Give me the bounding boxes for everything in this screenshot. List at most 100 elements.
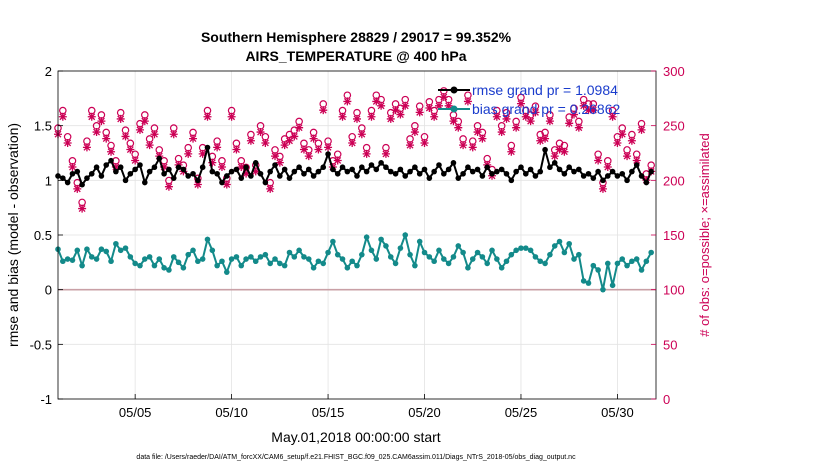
rmse-point [416, 170, 423, 177]
bias-point [624, 262, 630, 269]
rmse-point [638, 173, 645, 179]
obs-assimilated-point [309, 134, 318, 143]
rmse-point [199, 164, 206, 171]
rmse-point [542, 146, 548, 153]
bias-point [619, 256, 626, 262]
bias-point [527, 247, 534, 254]
obs-assimilated-point [357, 130, 366, 139]
bias-point [195, 258, 201, 265]
bias-point [407, 251, 413, 258]
bias-point [378, 236, 384, 243]
data-file-note: data file: /Users/raeder/DAI/ATM_forcXX/… [136, 454, 576, 461]
bias-point [455, 243, 462, 249]
rmse-point [330, 166, 336, 173]
rmse-point [127, 170, 134, 177]
rmse-point [209, 168, 216, 175]
bias-point [310, 265, 317, 271]
bias-point [142, 256, 148, 262]
bias-point [465, 265, 471, 271]
rmse-point [643, 179, 650, 186]
rmse-point [228, 168, 235, 175]
bias-point [132, 260, 138, 267]
rmse-point [354, 173, 360, 179]
obs-assimilated-point [386, 114, 395, 123]
rmse-point [170, 175, 177, 181]
rmse-point [93, 164, 100, 171]
bias-point [508, 251, 515, 258]
bias-point [556, 238, 563, 245]
bias-point [156, 256, 163, 262]
obs-assimilated-point [343, 97, 352, 106]
obs-assimilated-point [140, 117, 149, 126]
obs-assimilated-point [565, 119, 574, 128]
x-tick-label: 05/15 [312, 405, 345, 420]
rmse-point [479, 173, 486, 179]
rmse-point [378, 160, 384, 166]
bias-point [262, 251, 269, 258]
rmse-point [527, 166, 534, 173]
obs-assimilated-point [126, 145, 135, 154]
obs-assimilated-point [396, 110, 405, 119]
rmse-point [436, 162, 442, 168]
bias-point [629, 258, 635, 265]
bias-point [648, 249, 654, 256]
obs-assimilated-point [598, 184, 607, 193]
bias-point [359, 251, 365, 258]
y-tick-label-left: 0 [45, 283, 52, 298]
bias-point [199, 256, 206, 262]
obs-assimilated-point [87, 112, 96, 121]
obs-assimilated-point [251, 167, 260, 176]
rmse-point [604, 173, 611, 179]
bias-point [484, 260, 491, 267]
bias-point [542, 260, 548, 267]
obs-assimilated-point [222, 180, 231, 189]
bias-point [416, 238, 423, 245]
obs-assimilated-point [280, 141, 289, 150]
rmse-point [421, 166, 428, 173]
obs-assimilated-point [579, 101, 588, 110]
rmse-point [585, 170, 592, 177]
bias-point [214, 262, 220, 269]
bias-point [238, 262, 245, 269]
rmse-point [489, 170, 495, 177]
obs-assimilated-point [169, 130, 178, 139]
bias-point [334, 251, 341, 258]
chart-title-line1: Southern Hemisphere 28829 / 29017 = 99.3… [201, 29, 512, 45]
rmse-point [532, 173, 539, 179]
bias-point [643, 258, 650, 265]
obs-assimilated-point [135, 125, 144, 134]
bias-point [412, 262, 418, 269]
legend: rmse grand pr = 1.0984 bias grand pr = 0… [438, 82, 620, 117]
bias-point [146, 254, 153, 260]
bias-point [223, 269, 230, 275]
obs-assimilated-point [603, 163, 612, 172]
obs-assimilated-point [439, 93, 448, 102]
obs-assimilated-point [401, 101, 410, 110]
obs-assimilated-point [632, 156, 641, 165]
rmse-point [238, 175, 245, 181]
bias-point [170, 254, 177, 260]
rmse-point [69, 170, 76, 177]
obs-assimilated-point [242, 169, 251, 178]
obs-assimilated-point [608, 112, 617, 121]
obs-assimilated-point [73, 184, 82, 193]
rmse-point [132, 166, 138, 173]
bias-point [64, 256, 71, 262]
bias-point [98, 246, 105, 253]
obs-assimilated-point [189, 134, 198, 143]
bias-point [286, 249, 293, 256]
bias-point [383, 243, 389, 249]
bias-point [576, 251, 582, 258]
rmse-point [600, 177, 606, 184]
bias-point [344, 265, 351, 271]
bias-point [243, 256, 249, 262]
bias-point [561, 249, 568, 256]
rmse-point [344, 168, 351, 175]
bias-point [339, 256, 346, 262]
bias-point [532, 254, 539, 260]
bias-point [479, 254, 486, 260]
rmse-point [325, 151, 331, 157]
bias-point [281, 262, 288, 269]
bias-point [137, 262, 143, 269]
rmse-point [156, 155, 163, 162]
